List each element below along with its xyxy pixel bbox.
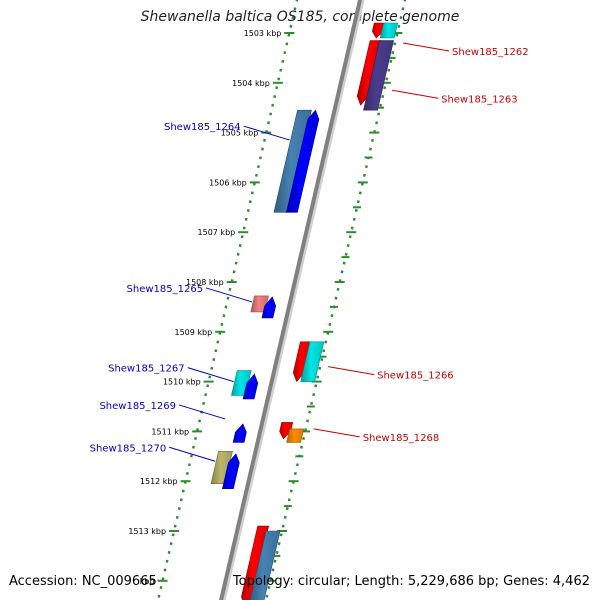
forward-ruler xyxy=(156,0,299,600)
reverse-gene-feature[interactable] xyxy=(249,530,281,600)
gene-label-leader xyxy=(392,89,439,99)
reverse-gene-feature[interactable] xyxy=(286,428,305,443)
forward-cds-feature[interactable] xyxy=(286,109,320,213)
gene-label-leader xyxy=(169,446,216,462)
reverse-gene-feature[interactable] xyxy=(300,341,325,382)
tick-label: 1513 kbp xyxy=(128,527,166,536)
gene-label-leader xyxy=(328,366,375,376)
gene-label[interactable]: Shew185_1269 xyxy=(99,401,176,412)
gene-label[interactable]: Shew185_1266 xyxy=(377,371,454,382)
gene-label-leader xyxy=(187,367,234,383)
reverse-cds-feature[interactable] xyxy=(371,22,386,39)
tick-label: 1503 kbp xyxy=(244,29,282,38)
tick-label: kbp xyxy=(140,577,155,586)
gene-label[interactable]: Shew185_1264 xyxy=(164,122,241,133)
sequence-backbone xyxy=(219,0,363,600)
forward-cds-feature[interactable] xyxy=(222,453,240,490)
forward-cds-feature[interactable] xyxy=(261,296,277,319)
gene-label[interactable]: Shew185_1268 xyxy=(363,433,440,444)
gene-label-leader xyxy=(243,125,290,141)
tick-label: 1507 kbp xyxy=(198,228,236,237)
reverse-cds-feature[interactable] xyxy=(241,525,270,600)
reverse-ruler xyxy=(264,0,407,600)
reverse-cds-feature[interactable] xyxy=(292,341,312,383)
tick-label: 1511 kbp xyxy=(151,427,189,436)
gene-label[interactable]: Shew185_1265 xyxy=(127,284,204,295)
tick-label: 1512 kbp xyxy=(140,477,178,486)
gene-label-leader xyxy=(313,428,360,438)
forward-cds-feature[interactable] xyxy=(232,423,247,443)
tick-label: 1504 kbp xyxy=(232,79,270,88)
gene-label-leader xyxy=(205,287,253,303)
gene-label[interactable]: Shew185_1270 xyxy=(90,443,167,454)
tick-label: 1510 kbp xyxy=(163,378,201,387)
gene-label[interactable]: Shew185_1267 xyxy=(108,364,185,375)
tick-label: 1506 kbp xyxy=(209,178,247,187)
tick-label: 1509 kbp xyxy=(174,328,212,337)
map-title: Shewanella baltica OS185, complete genom… xyxy=(140,9,460,25)
tick-label: 1508 kbp xyxy=(186,278,224,287)
reverse-gene-feature[interactable] xyxy=(379,22,399,39)
topology-label: Topology: circular; Length: 5,229,686 bp… xyxy=(232,574,590,589)
gene-label[interactable]: Shew185_1263 xyxy=(441,94,518,105)
tick-label: 1505 kbp xyxy=(221,129,259,138)
reverse-cds-feature[interactable] xyxy=(279,422,294,440)
gene-label-leader xyxy=(402,42,450,52)
accession-label: Accession: NC_009665 xyxy=(9,574,157,589)
forward-cds-feature[interactable] xyxy=(242,373,259,400)
gene-label-leader xyxy=(178,404,226,420)
reverse-cds-feature[interactable] xyxy=(356,40,382,106)
gene-label[interactable]: Shew185_1262 xyxy=(452,47,529,58)
reverse-gene-feature[interactable] xyxy=(363,40,394,111)
